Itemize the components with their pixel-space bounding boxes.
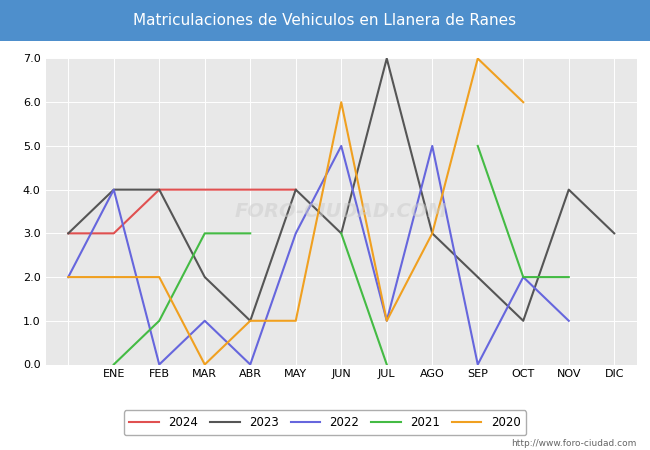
2023 — [110, 187, 118, 192]
2020 — [337, 99, 345, 105]
2021 — [155, 318, 163, 324]
2020 — [110, 274, 118, 280]
2023 — [292, 187, 300, 192]
2022 — [155, 362, 163, 367]
2023 — [64, 231, 72, 236]
2023 — [201, 274, 209, 280]
2024 — [246, 187, 254, 192]
Text: Matriculaciones de Vehiculos en Llanera de Ranes: Matriculaciones de Vehiculos en Llanera … — [133, 13, 517, 28]
2021 — [246, 231, 254, 236]
2023 — [428, 231, 436, 236]
2023 — [383, 56, 391, 61]
2022 — [383, 318, 391, 324]
2022 — [246, 362, 254, 367]
2021 — [201, 231, 209, 236]
2020 — [383, 318, 391, 324]
2022 — [110, 187, 118, 192]
2024 — [201, 187, 209, 192]
2024 — [155, 187, 163, 192]
2024 — [292, 187, 300, 192]
2023 — [610, 231, 618, 236]
2021 — [110, 362, 118, 367]
2023 — [155, 187, 163, 192]
2020 — [155, 274, 163, 280]
Text: FORO-CIUDAD.COM: FORO-CIUDAD.COM — [235, 202, 448, 221]
Line: 2023: 2023 — [68, 58, 614, 321]
2024 — [110, 231, 118, 236]
2020 — [246, 318, 254, 324]
2023 — [519, 318, 527, 324]
2020 — [428, 231, 436, 236]
Line: 2021: 2021 — [114, 234, 250, 364]
2022 — [201, 318, 209, 324]
2020 — [64, 274, 72, 280]
Line: 2020: 2020 — [68, 58, 523, 364]
2022 — [337, 143, 345, 148]
2020 — [292, 318, 300, 324]
2020 — [474, 56, 482, 61]
2023 — [474, 274, 482, 280]
Line: 2022: 2022 — [68, 146, 569, 364]
2022 — [428, 143, 436, 148]
2024 — [64, 231, 72, 236]
2022 — [519, 274, 527, 280]
Legend: 2024, 2023, 2022, 2021, 2020: 2024, 2023, 2022, 2021, 2020 — [124, 410, 526, 435]
2023 — [565, 187, 573, 192]
Text: http://www.foro-ciudad.com: http://www.foro-ciudad.com — [512, 439, 637, 448]
2022 — [565, 318, 573, 324]
2022 — [64, 274, 72, 280]
Line: 2024: 2024 — [68, 189, 296, 234]
2022 — [292, 231, 300, 236]
2022 — [474, 362, 482, 367]
2023 — [246, 318, 254, 324]
2020 — [519, 99, 527, 105]
2023 — [337, 231, 345, 236]
2020 — [201, 362, 209, 367]
